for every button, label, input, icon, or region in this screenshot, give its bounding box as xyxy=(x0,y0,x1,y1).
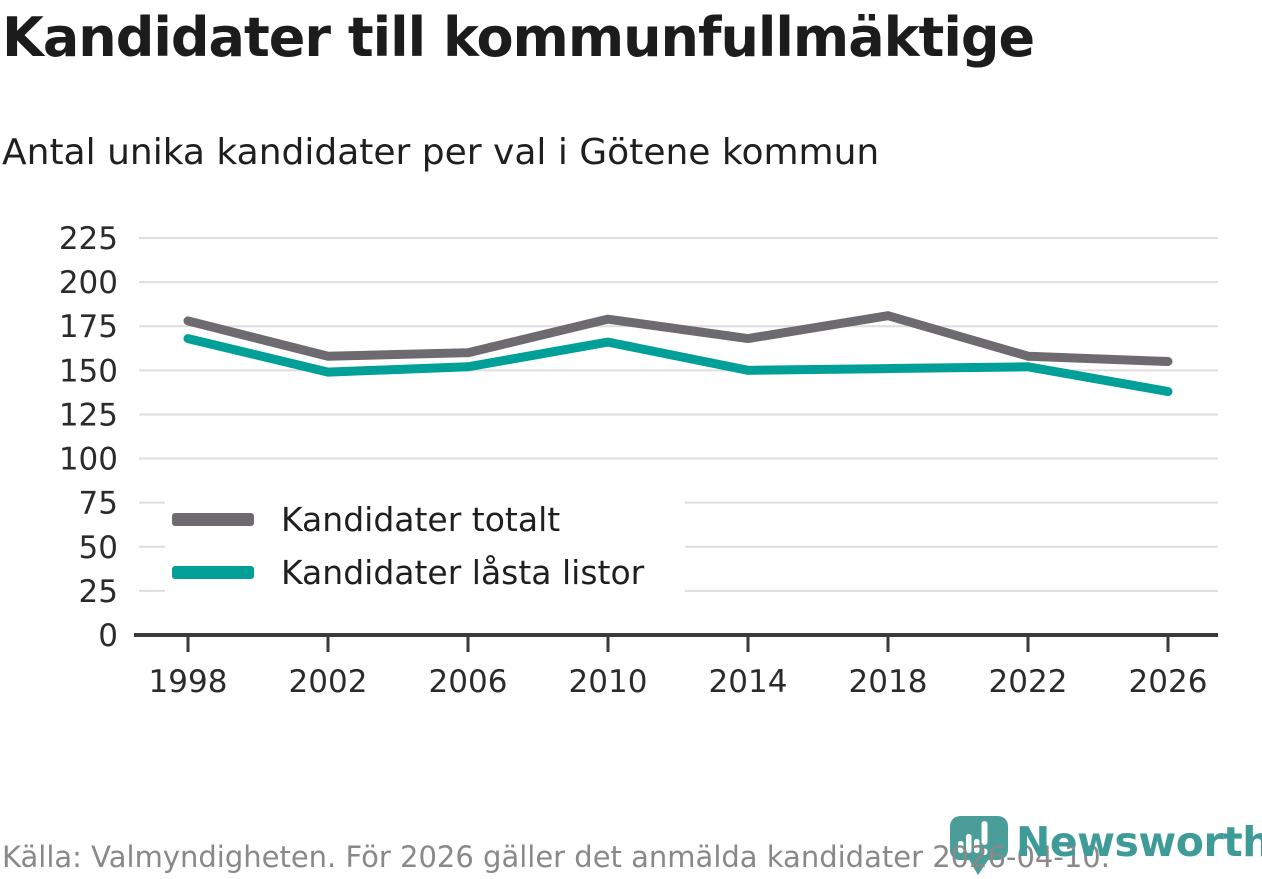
y-axis-tick-label: 175 xyxy=(59,309,118,345)
series-line-kandidater-l-sta-listor xyxy=(183,334,1173,397)
newsworthy-pin-barchart-icon xyxy=(950,816,1008,875)
x-axis-tick-label: 1998 xyxy=(149,664,228,700)
source-note: Källa: Valmyndigheten. För 2026 gäller d… xyxy=(2,840,1110,874)
y-axis-tick-label: 200 xyxy=(59,265,118,301)
y-axis-tick-label: 225 xyxy=(59,221,118,257)
x-axis-tick-label: 2014 xyxy=(709,664,788,700)
series-line-kandidater-totalt xyxy=(183,311,1173,367)
y-axis-tick-label: 50 xyxy=(79,530,118,566)
legend-swatch-locked-lists xyxy=(172,566,254,579)
x-axis-tick-label: 2006 xyxy=(429,664,508,700)
y-axis-tick-label: 25 xyxy=(79,574,118,610)
y-axis-tick-label: 75 xyxy=(79,486,118,522)
newsworthy-brand-name: Newsworthy xyxy=(1016,818,1262,866)
legend-item-locked-lists: Kandidater låsta listor xyxy=(172,553,685,592)
legend-item-total: Kandidater totalt xyxy=(172,500,685,539)
y-axis-tick-label: 0 xyxy=(98,618,118,654)
legend-label-total: Kandidater totalt xyxy=(281,500,561,539)
chart-subtitle: Antal unika kandidater per val i Götene … xyxy=(2,132,880,173)
y-axis-tick-label: 150 xyxy=(59,353,118,389)
y-axis-tick-label: 125 xyxy=(59,397,118,433)
x-axis-tick-label: 2010 xyxy=(569,664,648,700)
x-axis-tick-label: 2026 xyxy=(1129,664,1208,700)
x-axis-tick-label: 2018 xyxy=(849,664,928,700)
legend-label-locked-lists: Kandidater låsta listor xyxy=(281,553,645,592)
x-axis-tick-label: 2022 xyxy=(989,664,1068,700)
y-axis-tick-label: 100 xyxy=(59,442,118,478)
legend-swatch-total xyxy=(172,513,254,526)
x-axis-tick-label: 2002 xyxy=(289,664,368,700)
page-title: Kandidater till kommunfullmäktige xyxy=(2,6,1035,69)
chart-legend: Kandidater totalt Kandidater låsta listo… xyxy=(165,490,685,602)
